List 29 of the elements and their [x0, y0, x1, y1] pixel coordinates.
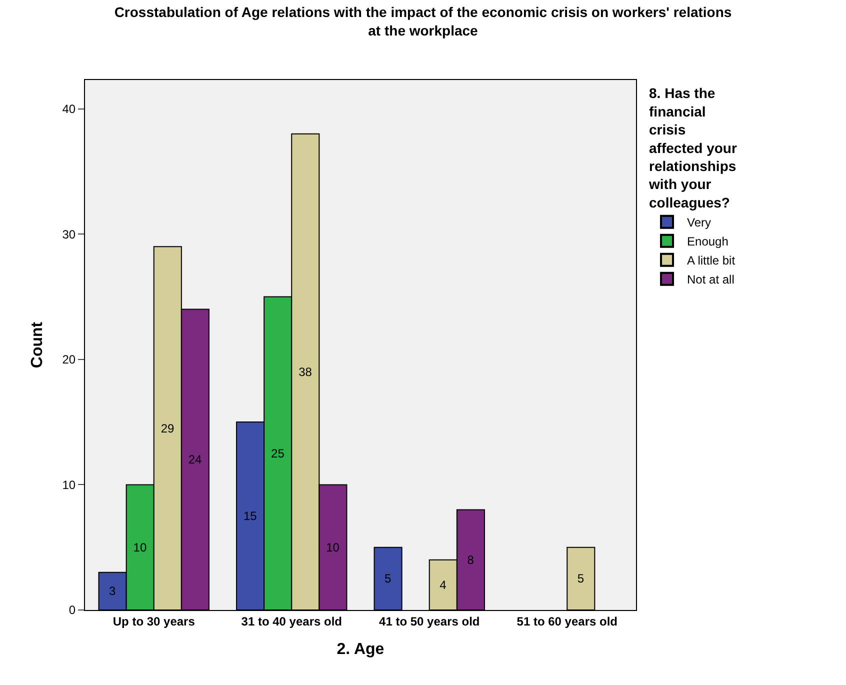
- data-label: 5: [577, 572, 584, 586]
- data-label: 4: [440, 578, 447, 592]
- x-tick-label: 31 to 40 years old: [241, 614, 342, 628]
- chart-title: Crosstabulation of Age relations with the impact of the economic crisis on workers' relations at the workplace: [114, 4, 732, 38]
- y-tick-label: 0: [68, 603, 76, 618]
- x-tick-label: 41 to 50 years old: [379, 614, 480, 628]
- legend-label: A little bit: [687, 254, 736, 268]
- data-label: 3: [109, 584, 116, 598]
- data-label: 24: [188, 452, 202, 467]
- data-label: 10: [133, 540, 147, 554]
- x-tick-label: Up to 30 years: [112, 614, 196, 628]
- legend-label: Enough: [687, 234, 728, 249]
- data-label: 38: [298, 364, 312, 379]
- y-axis-title: Count: [29, 321, 46, 368]
- y-tick-label: 40: [62, 102, 76, 116]
- legend-label: Very: [687, 216, 712, 230]
- data-label: 10: [326, 540, 340, 554]
- legend-title: 8. Has the financial crisis affected your relationships with your colleagues?: [648, 85, 738, 210]
- data-label: 25: [271, 446, 285, 460]
- data-label: 5: [384, 572, 392, 586]
- y-tick-label: 30: [62, 227, 76, 242]
- x-axis-title: 2. Age: [336, 641, 384, 658]
- y-tick-label: 20: [62, 352, 76, 367]
- x-tick-label: 51 to 60 years old: [516, 614, 618, 628]
- data-label: 15: [243, 509, 258, 524]
- data-label: 8: [467, 552, 474, 567]
- data-label: 29: [160, 421, 174, 436]
- legend-label: Not at all: [687, 272, 734, 287]
- y-tick-label: 10: [62, 478, 76, 492]
